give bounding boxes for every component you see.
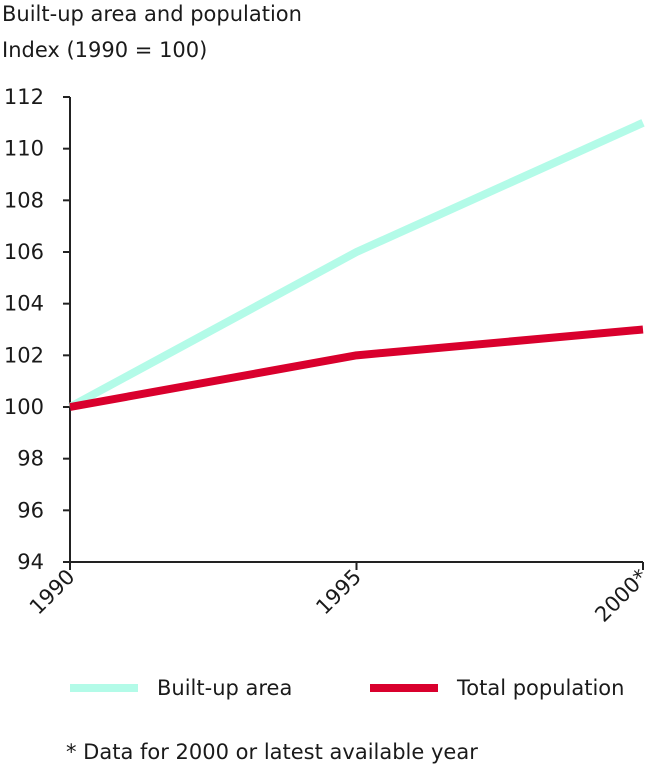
series-line-built-up-area bbox=[68, 119, 645, 411]
legend-swatch-built-up-area bbox=[70, 684, 138, 692]
x-tick-label: 2000* bbox=[590, 565, 652, 627]
legend-item-built-up-area: Built-up area bbox=[70, 673, 292, 703]
y-tick-label: 102 bbox=[4, 343, 44, 367]
y-tick-label: 106 bbox=[4, 240, 44, 264]
chart-title: Built-up area and population bbox=[2, 2, 302, 26]
y-tick-label: 100 bbox=[4, 395, 44, 419]
legend-label-total-population: Total population bbox=[457, 676, 625, 700]
series-line-total-population bbox=[69, 325, 644, 411]
legend-label-built-up-area: Built-up area bbox=[157, 676, 293, 700]
y-tick-label: 110 bbox=[4, 137, 44, 161]
y-tick-label: 112 bbox=[4, 85, 44, 109]
chart-subtitle: Index (1990 = 100) bbox=[2, 38, 208, 62]
y-tick-label: 104 bbox=[4, 292, 44, 316]
y-tick-label: 98 bbox=[17, 447, 44, 471]
y-tick-label: 96 bbox=[17, 498, 44, 522]
y-tick-label: 108 bbox=[4, 188, 44, 212]
legend-swatch-total-population bbox=[370, 684, 438, 692]
y-tick-label: 94 bbox=[17, 550, 44, 574]
chart-footnote: * Data for 2000 or latest available year bbox=[66, 740, 478, 764]
x-tick-label: 1995 bbox=[311, 565, 366, 620]
legend-item-total-population: Total population bbox=[370, 673, 624, 703]
